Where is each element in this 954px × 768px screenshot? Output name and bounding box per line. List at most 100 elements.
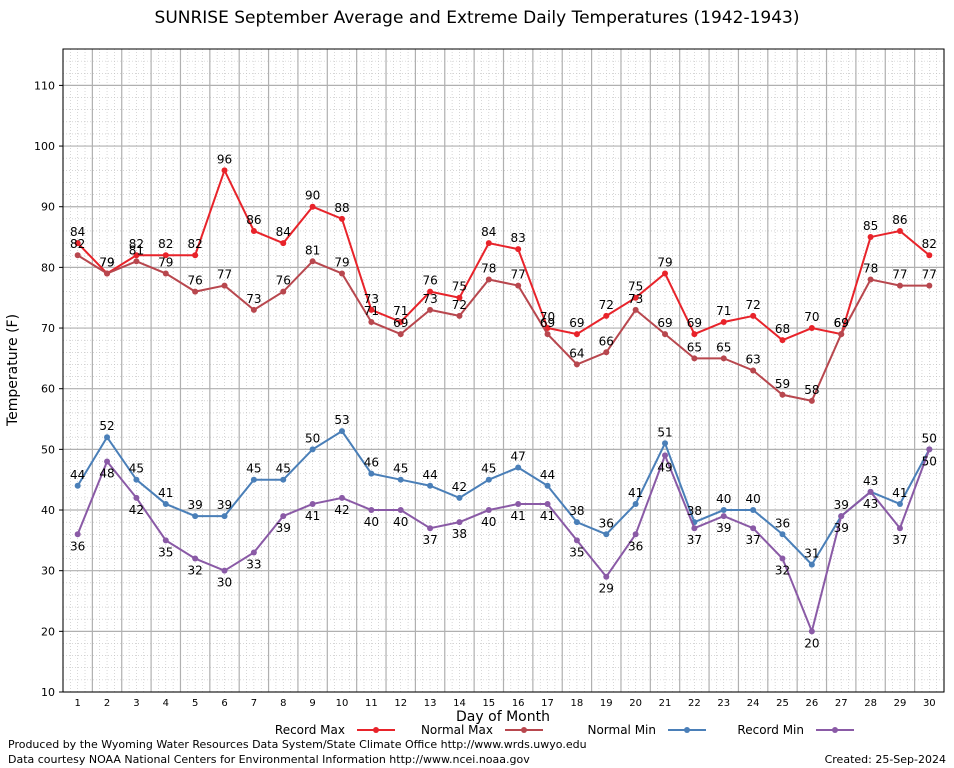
data-label-normal-max: 77 (892, 268, 907, 282)
data-label-normal-max: 69 (540, 316, 555, 330)
data-label-normal-min: 45 (481, 462, 496, 476)
data-point-record-max (603, 312, 610, 319)
data-label-record-max: 82 (188, 237, 203, 251)
data-point-record-min (74, 531, 81, 538)
data-label-record-max: 71 (393, 304, 408, 318)
data-label-record-min: 49 (657, 460, 672, 474)
data-label-normal-max: 58 (804, 383, 819, 397)
data-label-record-min: 40 (481, 515, 496, 529)
legend-marker-record-max (373, 727, 379, 733)
data-point-normal-max (720, 355, 727, 362)
data-label-record-min: 37 (745, 533, 760, 547)
data-point-record-max (720, 318, 727, 325)
data-point-record-max (192, 252, 199, 259)
x-tick-label: 11 (365, 698, 378, 709)
data-point-normal-min (133, 476, 140, 483)
data-point-record-min (838, 513, 845, 520)
data-label-record-max: 86 (892, 213, 907, 227)
data-label-record-max: 79 (657, 255, 672, 269)
data-label-record-max: 69 (834, 316, 849, 330)
credit-line-data-source: Data courtesy NOAA National Centers for … (8, 753, 530, 766)
data-point-record-max (632, 294, 639, 301)
data-point-record-min (309, 500, 316, 507)
data-point-normal-min (662, 440, 669, 447)
data-label-record-max: 90 (305, 189, 320, 203)
legend-marker-record-min (832, 727, 838, 733)
data-point-normal-max (632, 306, 639, 313)
data-point-record-max (309, 203, 316, 210)
y-tick-label: 20 (41, 625, 55, 638)
data-label-record-min: 36 (70, 539, 85, 553)
data-point-normal-min (368, 470, 375, 477)
x-tick-label: 8 (280, 698, 286, 709)
data-point-record-min (515, 500, 522, 507)
data-point-record-min (427, 525, 434, 532)
legend-label-normal-max: Normal Max (421, 723, 493, 737)
data-label-normal-min: 41 (892, 486, 907, 500)
data-label-normal-min: 40 (745, 492, 760, 506)
data-label-record-min: 35 (569, 545, 584, 559)
x-axis-label: Day of Month (456, 709, 550, 725)
data-point-record-min (485, 507, 492, 514)
data-point-record-min (162, 537, 169, 544)
data-label-normal-max: 65 (716, 340, 731, 354)
series-line-normal-max (77, 254, 930, 402)
data-point-record-min (192, 555, 199, 562)
data-point-record-max (896, 227, 903, 234)
data-label-record-min: 36 (628, 539, 643, 553)
data-label-record-max: 70 (540, 310, 555, 324)
data-point-normal-min (221, 513, 228, 520)
data-label-record-max: 83 (511, 231, 526, 245)
legend-marker-normal-min (684, 727, 690, 733)
data-point-record-max (133, 252, 140, 259)
data-label-normal-min: 45 (393, 462, 408, 476)
data-point-normal-min (309, 446, 316, 453)
data-label-record-max: 82 (129, 237, 144, 251)
data-label-record-max: 82 (158, 237, 173, 251)
legend-marker-normal-max (521, 727, 527, 733)
data-point-record-max (662, 270, 669, 277)
data-label-normal-max: 78 (481, 262, 496, 276)
x-tick-label: 4 (163, 698, 169, 709)
data-point-record-max (162, 252, 169, 259)
data-label-record-max: 96 (217, 152, 232, 166)
data-point-record-min (397, 507, 404, 514)
x-tick-label: 21 (659, 698, 672, 709)
data-label-normal-min: 45 (276, 462, 291, 476)
data-label-normal-min: 36 (775, 516, 790, 530)
data-label-normal-max: 73 (628, 292, 643, 306)
data-point-normal-max (750, 367, 757, 374)
data-point-normal-max (662, 331, 669, 338)
data-label-record-min: 32 (188, 564, 203, 578)
data-point-normal-max (162, 270, 169, 277)
chart-title: SUNRISE September Average and Extreme Da… (154, 8, 800, 28)
data-label-normal-max: 69 (393, 316, 408, 330)
y-tick-label: 70 (41, 322, 55, 335)
data-label-normal-min: 45 (246, 462, 261, 476)
data-point-normal-min (515, 464, 522, 471)
series-line-normal-min (76, 429, 931, 567)
data-label-normal-max: 66 (599, 334, 614, 348)
data-label-normal-max: 73 (422, 292, 437, 306)
data-label-record-min: 35 (158, 545, 173, 559)
data-label-normal-max: 77 (922, 268, 937, 282)
data-label-record-max: 79 (99, 255, 114, 269)
data-point-record-min (280, 513, 287, 520)
data-point-normal-max (838, 331, 845, 338)
data-label-normal-max: 79 (334, 255, 349, 269)
data-label-normal-min: 46 (364, 456, 379, 470)
credit-line-producer: Produced by the Wyoming Water Resources … (8, 738, 587, 751)
data-point-normal-max (309, 258, 316, 265)
data-label-normal-min: 41 (628, 486, 643, 500)
data-point-record-max (250, 227, 257, 234)
legend-label-normal-min: Normal Min (587, 723, 656, 737)
data-point-normal-max (779, 391, 786, 398)
data-label-normal-min: 51 (657, 425, 672, 439)
data-label-record-max: 84 (70, 225, 85, 239)
data-point-record-max (368, 306, 375, 313)
data-label-normal-max: 73 (246, 292, 261, 306)
data-label-normal-max: 65 (687, 340, 702, 354)
y-tick-label: 100 (34, 140, 55, 153)
data-label-record-min: 42 (334, 503, 349, 517)
